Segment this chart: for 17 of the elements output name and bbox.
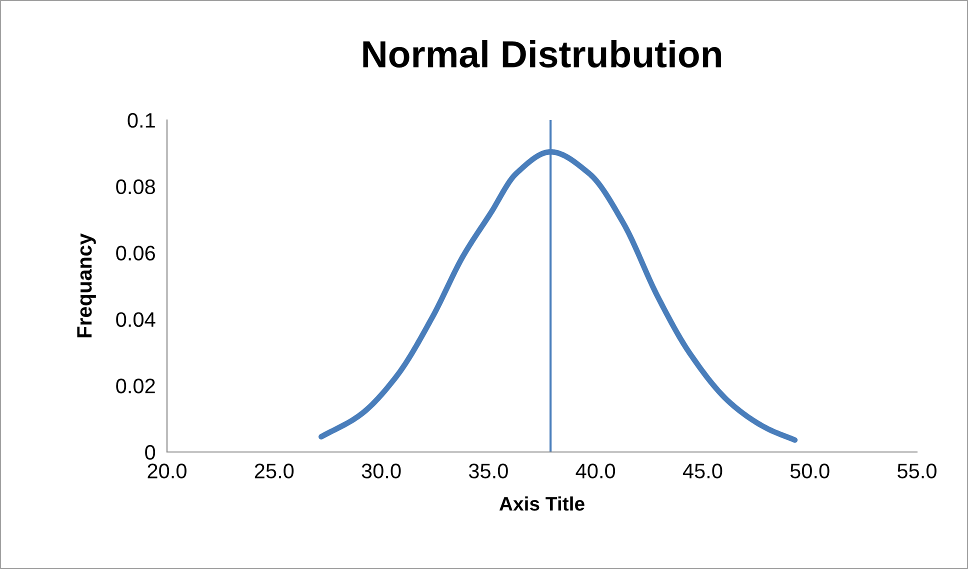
- x-tick-label: 40.0: [576, 464, 616, 478]
- y-tick-label: 0.08: [116, 179, 155, 194]
- y-tick-label: 0: [145, 445, 156, 460]
- x-tick-label: 45.0: [682, 464, 722, 478]
- x-tick-label: 20.0: [148, 464, 186, 478]
- x-axis-title: Axis Title: [499, 496, 584, 511]
- x-tick-label: 25.0: [254, 464, 294, 478]
- x-tick-label: 35.0: [468, 464, 508, 478]
- y-tick-label: 0.06: [116, 246, 155, 261]
- x-tick-label: 55.0: [898, 464, 936, 478]
- y-tick-label: 0.04: [116, 312, 156, 327]
- y-axis-title: Frequancy: [77, 233, 96, 338]
- x-tick-label: 50.0: [790, 464, 830, 478]
- x-tick-label: 30.0: [362, 464, 401, 478]
- y-tick-label: 0.1: [128, 113, 155, 128]
- y-tick-label: 0.02: [116, 378, 155, 394]
- chart-title: Normal Distrubution: [363, 40, 721, 68]
